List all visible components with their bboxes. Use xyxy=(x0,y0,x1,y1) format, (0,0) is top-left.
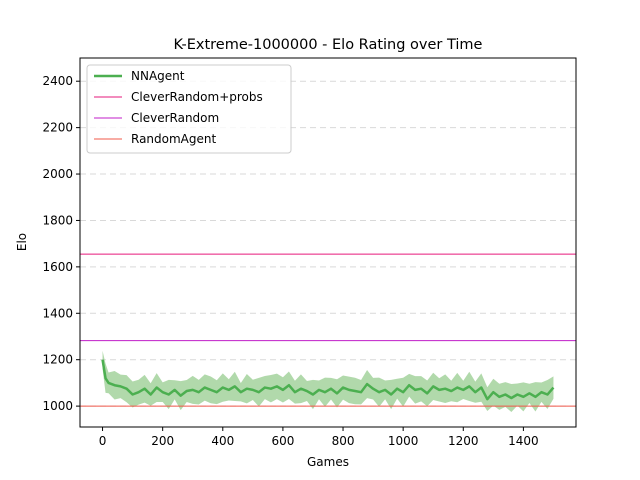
x-tick-label: 400 xyxy=(211,434,234,448)
y-tick-label: 1400 xyxy=(42,306,73,320)
y-tick-label: 1200 xyxy=(42,353,73,367)
nnagent-line xyxy=(101,359,555,401)
x-axis-ticks: 0 200 400 600 800 1000 1200 1400 xyxy=(99,427,539,448)
y-tick-label: 1800 xyxy=(42,213,73,227)
baseline-lines xyxy=(80,253,576,407)
x-tick-label: 0 xyxy=(99,434,107,448)
x-tick-label: 800 xyxy=(332,434,355,448)
y-tick-label: 1600 xyxy=(42,260,73,274)
legend-label-cleverrandom-probs: CleverRandom+probs xyxy=(131,90,263,104)
y-tick-label: 2400 xyxy=(42,74,73,88)
legend: NNAgent CleverRandom+probs CleverRandom … xyxy=(86,64,292,154)
legend-box xyxy=(86,64,292,154)
y-axis-ticks: 1000 1200 1400 1600 1800 2000 2200 2400 xyxy=(42,74,80,413)
x-tick-label: 600 xyxy=(271,434,294,448)
y-axis-label: Elo xyxy=(15,233,29,251)
legend-label-nnagent: NNAgent xyxy=(131,69,185,83)
confidence-band xyxy=(102,350,554,412)
chart-title: K-Extreme-1000000 - Elo Rating over Time xyxy=(174,37,483,53)
x-tick-label: 1200 xyxy=(448,434,479,448)
nnagent-band xyxy=(102,350,554,412)
x-tick-label: 1400 xyxy=(508,434,539,448)
plot-frame xyxy=(79,57,577,428)
x-tick-label: 200 xyxy=(151,434,174,448)
y-tick-label: 1000 xyxy=(42,399,73,413)
nnagent-series xyxy=(101,359,555,401)
legend-label-randomagent: RandomAgent xyxy=(131,132,216,146)
x-axis-label: Games xyxy=(307,455,349,469)
y-tick-label: 2000 xyxy=(42,167,73,181)
x-tick-label: 1000 xyxy=(388,434,419,448)
y-tick-label: 2200 xyxy=(42,121,73,135)
legend-label-cleverrandom: CleverRandom xyxy=(131,111,219,125)
